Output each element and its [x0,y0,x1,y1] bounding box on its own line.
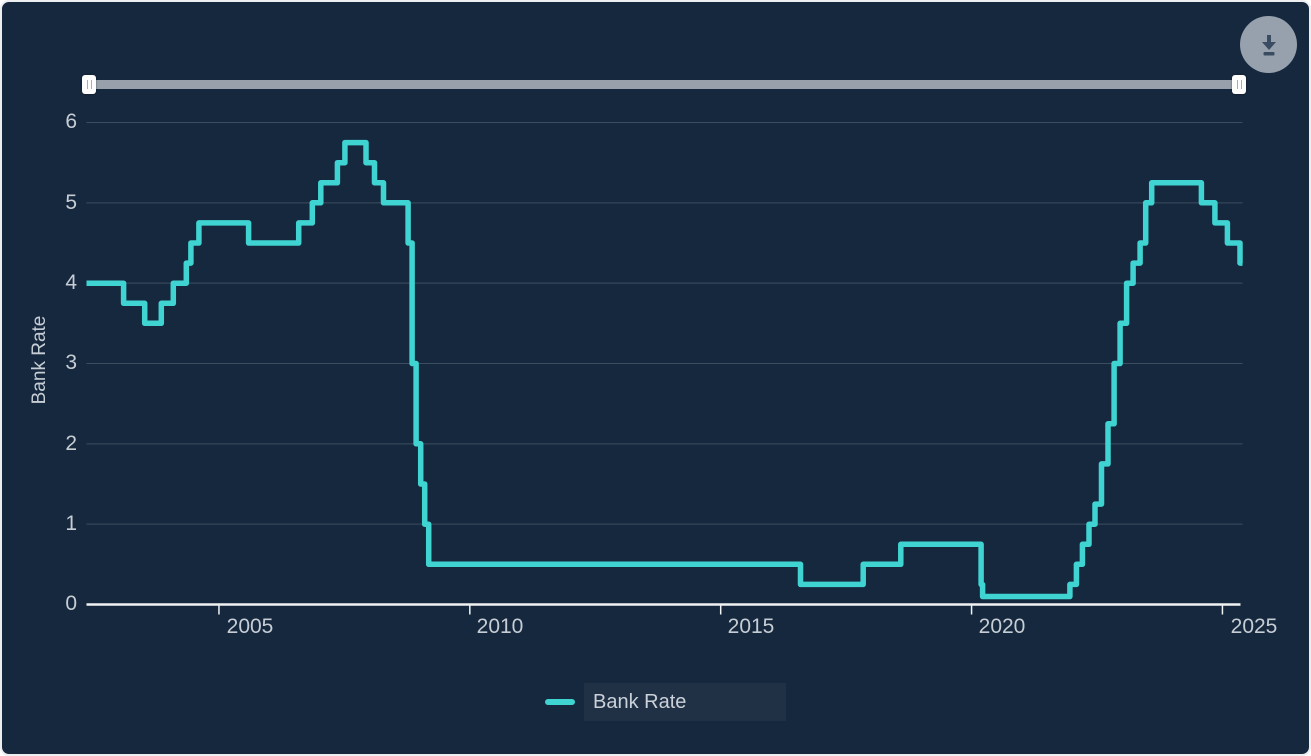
y-tick-label: 4 [65,271,77,294]
x-tick-label: 2010 [476,615,524,638]
y-tick-label: 0 [65,592,77,615]
x-tick-label: 2025 [1230,615,1278,638]
y-tick-label: 2 [65,432,77,455]
grip-icon [86,80,92,89]
slider-handle-left[interactable] [82,75,96,94]
legend-item-bank-rate[interactable]: Bank Rate [545,681,787,723]
legend-swatch [545,699,575,705]
x-tick-label: 2020 [978,615,1026,638]
slider-track[interactable] [86,80,1244,89]
x-tick-label: 2015 [727,615,775,638]
y-tick-label: 3 [65,351,77,374]
slider-handle-right[interactable] [1232,75,1246,94]
x-tick-label: 2005 [226,615,274,638]
range-slider[interactable] [2,72,1309,98]
download-icon [1261,34,1276,55]
legend-label: Bank Rate [584,683,787,721]
y-tick-label: 5 [65,191,77,214]
grip-icon [1236,80,1242,89]
y-tick-label: 6 [65,110,77,133]
y-axis-title: Bank Rate [29,315,50,405]
download-button[interactable] [1240,16,1297,73]
bank-rate-line[interactable] [86,139,1243,600]
y-tick-label: 1 [65,512,77,535]
